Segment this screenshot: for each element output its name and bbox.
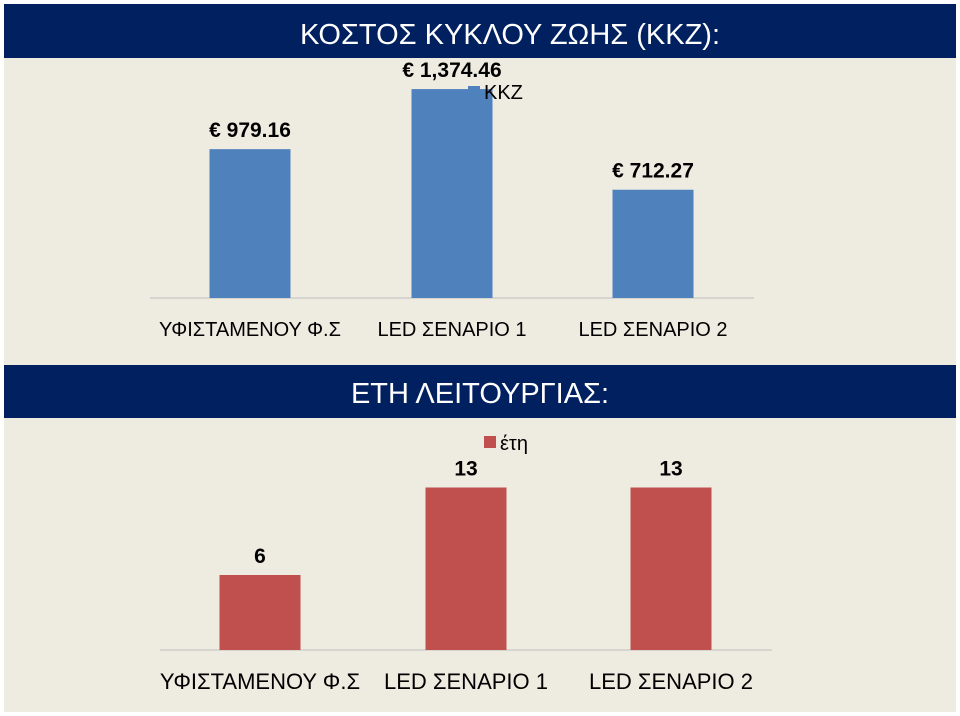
cost-bar: [612, 189, 694, 298]
cost-bar: [411, 89, 493, 298]
cost-legend-label: ΚΚΖ: [484, 82, 523, 104]
years-chart-title: ΕΤΗ ΛΕΙΤΟΥΡΓΙΑΣ:: [4, 365, 956, 418]
cost-data-label: € 979.16: [209, 119, 291, 142]
years-bar: [630, 487, 712, 650]
cost-category-label: LED ΣΕΝΑΡΙΟ 2: [578, 319, 727, 341]
cost-data-label: € 1,374.46: [402, 59, 501, 82]
cost-category-label: LED ΣΕΝΑΡΙΟ 1: [377, 319, 526, 341]
years-category-label: LED ΣΕΝΑΡΙΟ 1: [384, 669, 548, 694]
cost-data-label: € 712.27: [612, 160, 694, 183]
years-data-label: 13: [454, 458, 477, 481]
cost-bar: [209, 149, 291, 298]
years-category-label: LED ΣΕΝΑΡΙΟ 2: [589, 669, 753, 694]
years-data-label: 6: [254, 545, 266, 568]
years-data-label: 13: [659, 458, 682, 481]
years-bar: [219, 575, 301, 650]
years-category-label: ΥΦΙΣΤΑΜΕΝΟΥ Φ.Σ: [160, 669, 360, 694]
years-legend-label: έτη: [500, 433, 528, 455]
cost-legend-swatch: [468, 86, 480, 98]
years-bar: [425, 487, 507, 650]
cost-category-label: ΥΦΙΣΤΑΜΕΝΟΥ Φ.Σ: [159, 319, 341, 341]
cost-chart-title: ΚΟΣΤΟΣ ΚΥΚΛΟΥ ΖΩΗΣ (ΚΚΖ):: [4, 4, 956, 58]
years-legend-swatch: [484, 436, 496, 448]
